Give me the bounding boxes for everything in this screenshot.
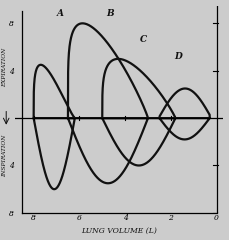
X-axis label: LUNG VOLUME (L): LUNG VOLUME (L) [82, 227, 157, 234]
Text: C: C [140, 36, 147, 44]
Text: D: D [174, 52, 182, 61]
Text: B: B [106, 9, 114, 18]
Text: A: A [56, 9, 63, 18]
Text: INSPIRATION: INSPIRATION [2, 135, 7, 177]
Text: EXPIRATION: EXPIRATION [2, 48, 7, 87]
